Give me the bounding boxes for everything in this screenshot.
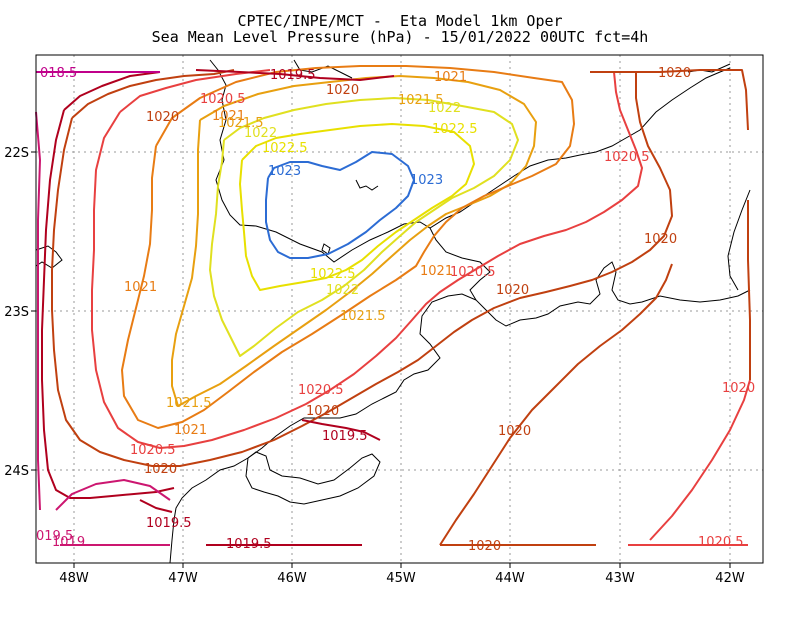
isobar-label: 1022.5	[310, 267, 356, 282]
isobar-label: 1020.5	[130, 443, 176, 458]
lon-axis-labels: 48W 47W 46W 45W 44W 43W 42W	[59, 571, 745, 586]
lon-label: 43W	[605, 571, 635, 586]
isobar-label: 1022	[428, 101, 461, 116]
isobar-label: 1020	[498, 424, 531, 439]
isobar-label: 1020	[144, 462, 177, 477]
grid	[36, 55, 763, 563]
lon-label: 48W	[59, 571, 89, 586]
isobar-label: 1020.5	[298, 383, 344, 398]
isobar-label: 1021.5	[218, 116, 264, 131]
isobar-label: 1021	[420, 264, 453, 279]
axis-ticks	[31, 151, 731, 568]
lon-label: 45W	[386, 571, 416, 586]
isobar-label: 1020	[468, 539, 501, 554]
isobar-label: 019.5	[36, 529, 73, 544]
coastline	[35, 59, 751, 564]
lon-label: 42W	[715, 571, 745, 586]
isobar-label: 1019.5	[322, 429, 368, 444]
map-title-line2: Sea Mean Level Pressure (hPa) - 15/01/20…	[151, 28, 649, 46]
isobar-label: 1019.5	[226, 537, 272, 552]
map-frame	[35, 54, 764, 564]
isobar-label: 1023	[268, 164, 301, 179]
isobar-label: 1019.5	[270, 68, 316, 83]
isobar-label: 1021.5	[398, 93, 444, 108]
isobar-label: 1020	[146, 110, 179, 125]
isobar-label: 1022.5	[432, 122, 478, 137]
isobar-label: 1020	[326, 83, 359, 98]
lat-label: 24S	[4, 464, 29, 479]
lon-label: 47W	[168, 571, 198, 586]
lat-axis-labels: 22S 23S 24S	[4, 146, 29, 479]
isobar-label: 1021	[434, 70, 467, 85]
isobar-label: 1021	[212, 109, 245, 124]
lon-label: 44W	[495, 571, 525, 586]
lat-label: 23S	[4, 305, 29, 320]
isobar-label: 1020.5	[200, 92, 246, 107]
isobar-label: 1020	[722, 381, 755, 396]
isobar-label: 1022	[326, 283, 359, 298]
isobar-label: 1020	[496, 283, 529, 298]
isobar-label: 1022	[244, 126, 277, 141]
isobar-label: 1020.5	[698, 535, 744, 550]
isobar-label: 1021.5	[340, 309, 386, 324]
lon-label: 46W	[277, 571, 307, 586]
isobar-label: 1020	[644, 232, 677, 247]
isobar-label: 1020	[306, 404, 339, 419]
isobars	[35, 65, 751, 546]
isobar-label: 1019.5	[146, 516, 192, 531]
isobar-label: 1020.5	[450, 265, 496, 280]
lat-label: 22S	[4, 146, 29, 161]
isobar-label: 1019	[52, 535, 85, 550]
isobar-label: 018.5	[40, 66, 77, 81]
isobar-label: 1021	[124, 280, 157, 295]
isobar-label: 1021.5	[166, 396, 212, 411]
map-title-line1: CPTEC/INPE/MCT - Eta Model 1km Oper	[237, 12, 563, 30]
isobar-label: 1020.5	[604, 150, 650, 165]
isobar-label: 1022.5	[262, 141, 308, 156]
isobar-label: 1023	[410, 173, 443, 188]
isobar-label: 1021	[174, 423, 207, 438]
isobar-label: 1020	[658, 66, 691, 81]
